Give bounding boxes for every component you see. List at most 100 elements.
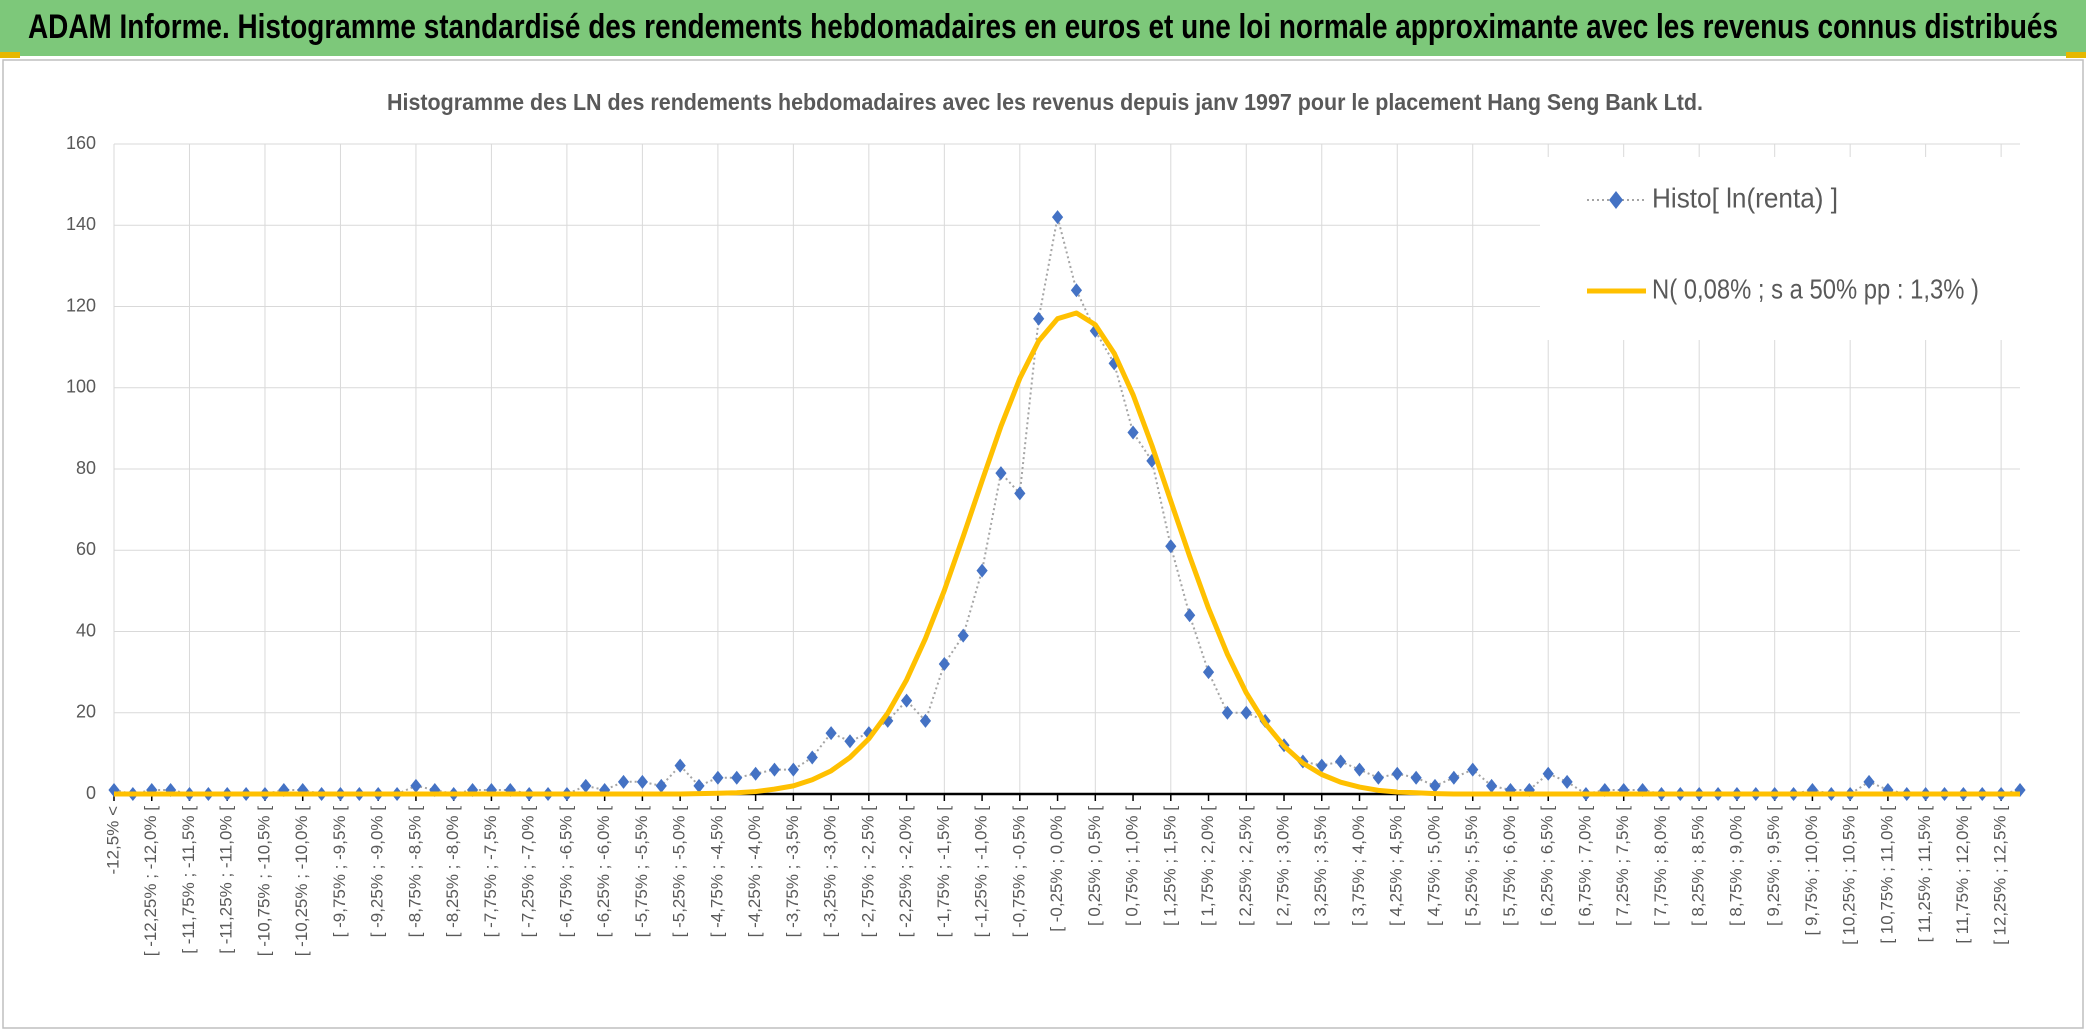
x-tick-label: [ -7,75% ; -7,5% [ (481, 806, 500, 938)
data-point (806, 750, 818, 765)
legend-label: N( 0,08% ; s a 50% pp : 1,3% ) (1652, 273, 1979, 304)
y-tick-label: 0 (86, 783, 96, 803)
data-point (1014, 486, 1026, 501)
x-tick-label: [ -4,75% ; -4,5% [ (707, 806, 726, 938)
data-point (957, 628, 969, 643)
data-point (1165, 539, 1177, 554)
data-point (1184, 608, 1196, 623)
header-title: ADAM Informe. Histogramme standardisé de… (28, 8, 2058, 46)
x-tick-label: [ -0,75% ; -0,5% [ (1009, 806, 1028, 938)
x-tick-label: [ 10,25% ; 10,5% [ (1840, 806, 1859, 945)
x-tick-label: [ 2,25% ; 2,5% [ (1236, 806, 1255, 926)
y-tick-label: 20 (76, 702, 96, 722)
y-tick-label: 160 (66, 133, 96, 153)
x-tick-label: [ 3,75% ; 4,0% [ (1349, 806, 1368, 926)
x-tick-label: [ 3,25% ; 3,5% [ (1311, 806, 1330, 926)
data-point (1070, 283, 1083, 298)
data-point (655, 778, 667, 793)
x-tick-label: [ -5,75% ; -5,5% [ (632, 806, 651, 938)
data-point (485, 782, 498, 797)
data-point (1335, 754, 1347, 769)
x-tick-label: [ -12,25% ; -12,0% [ (141, 806, 160, 957)
x-tick-label: -12,5% < (103, 806, 122, 875)
data-point (636, 774, 648, 789)
data-point (1372, 770, 1384, 785)
data-point (731, 770, 743, 785)
x-tick-label: [ -3,75% ; -3,5% [ (783, 806, 802, 938)
x-tick-label: [ -10,25% ; -10,0% [ (292, 806, 311, 957)
x-tick-label: [ -2,75% ; -2,5% [ (858, 806, 877, 938)
x-tick-label: [ 9,25% ; 9,5% [ (1764, 806, 1783, 926)
data-point (580, 778, 592, 793)
x-tick-label: [ -5,25% ; -5,0% [ (670, 806, 689, 938)
x-tick-label: [ -8,75% ; -8,5% [ (405, 806, 424, 938)
data-point (1033, 311, 1045, 326)
x-tick-label: [ 6,75% ; 7,0% [ (1575, 806, 1594, 926)
chart-border (2, 59, 2084, 1029)
data-point (787, 762, 799, 777)
data-point (693, 778, 705, 793)
data-point (919, 713, 932, 728)
x-tick-label: [ 8,25% ; 8,5% [ (1689, 806, 1708, 926)
data-point (825, 726, 837, 741)
data-point (1561, 774, 1573, 789)
x-tick-label: [ 0,75% ; 1,0% [ (1123, 806, 1142, 926)
y-tick-label: 100 (66, 377, 96, 397)
data-point (1542, 766, 1554, 781)
x-tick-label: [ -8,25% ; -8,0% [ (443, 806, 462, 938)
data-point (844, 734, 856, 749)
data-point (1353, 762, 1366, 777)
data-point (1051, 210, 1064, 225)
x-tick-label: [ -11,75% ; -11,5% [ (179, 806, 198, 954)
x-tick-label: [ 1,25% ; 1,5% [ (1160, 806, 1179, 926)
data-point (1316, 758, 1328, 773)
chart-title: Histogramme des LN des rendements hebdom… (387, 89, 1703, 115)
x-tick-label: [ 1,75% ; 2,0% [ (1198, 806, 1217, 926)
data-point (1467, 762, 1479, 777)
x-tick-label: [ -6,25% ; -6,0% [ (594, 806, 613, 938)
x-tick-label: [ -1,25% ; -1,0% [ (972, 806, 991, 938)
data-point (938, 657, 950, 671)
data-point (108, 782, 120, 797)
x-tick-label: [ -3,25% ; -3,0% [ (821, 806, 840, 938)
x-tick-label: [ -9,25% ; -9,0% [ (368, 806, 387, 938)
data-point (900, 693, 913, 708)
data-point (750, 766, 762, 781)
data-point (278, 782, 290, 797)
data-point (504, 782, 516, 797)
data-point (1448, 770, 1460, 785)
x-tick-label: [ -6,75% ; -6,5% [ (556, 806, 575, 938)
data-point (2014, 782, 2026, 797)
data-point (1221, 705, 1234, 720)
header-bar (0, 0, 2086, 56)
data-point (1391, 766, 1403, 781)
x-tick-label: [ -2,25% ; -2,0% [ (896, 806, 915, 938)
data-point (1429, 778, 1441, 793)
x-tick-label: [ 6,25% ; 6,5% [ (1538, 806, 1557, 926)
y-tick-label: 60 (76, 539, 96, 559)
legend-box (1540, 157, 2022, 340)
x-tick-label: [ 4,75% ; 5,0% [ (1424, 806, 1443, 926)
x-tick-label: [ -9,75% ; -9,5% [ (330, 806, 349, 938)
x-tick-label: [ -1,75% ; -1,5% [ (934, 806, 953, 938)
x-tick-label: [ 8,75% ; 9,0% [ (1726, 806, 1745, 926)
y-tick-label: 140 (66, 214, 96, 234)
y-tick-label: 80 (76, 458, 96, 478)
corner-mark (2066, 52, 2086, 58)
x-tick-label: [ 9,75% ; 10,0% [ (1802, 806, 1821, 936)
x-tick-label: [ 0,25% ; 0,5% [ (1085, 806, 1104, 926)
data-point (1108, 356, 1120, 371)
data-point (1410, 770, 1422, 785)
data-point (1127, 425, 1139, 440)
legend-marker (1609, 191, 1623, 209)
x-tick-label: [ 5,75% ; 6,0% [ (1500, 806, 1519, 926)
data-point (712, 770, 724, 785)
data-point (995, 466, 1007, 481)
y-tick-label: 120 (66, 295, 96, 315)
legend-label: Histo[ ln(renta) ] (1652, 182, 1838, 213)
data-point (1863, 774, 1875, 789)
data-point (1486, 778, 1498, 793)
x-tick-label: [ -7,25% ; -7,0% [ (519, 806, 538, 938)
data-point (674, 758, 686, 773)
